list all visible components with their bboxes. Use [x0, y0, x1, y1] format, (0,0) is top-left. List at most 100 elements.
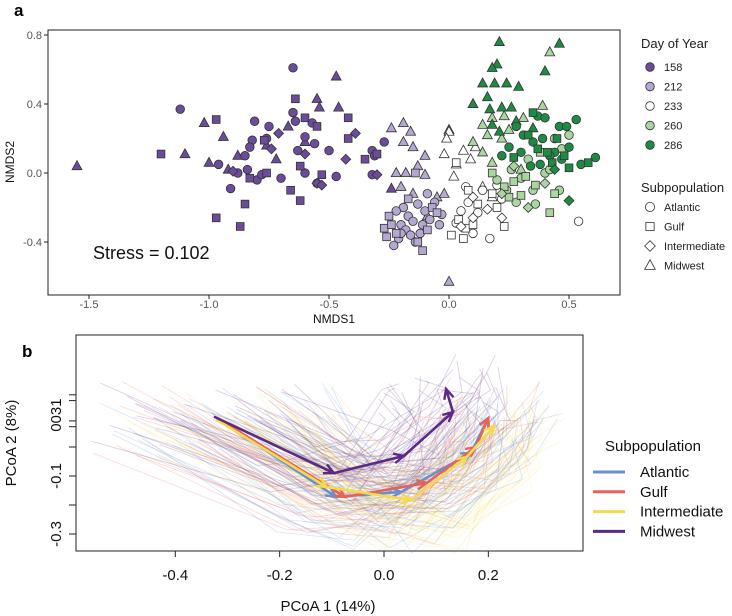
individual-trajectory-atlantic [191, 415, 484, 529]
legend-day-swatch [645, 101, 655, 111]
data-point-day-286 [539, 65, 551, 76]
data-point-day-212 [423, 225, 432, 235]
data-point-day-286 [486, 61, 498, 72]
data-point-day-286 [493, 125, 506, 136]
data-point-day-158 [288, 63, 298, 73]
legend-subpop-label: Gulf [664, 222, 685, 234]
mean-trajectory-gulf [425, 445, 478, 485]
individual-trajectory-midwest [253, 404, 471, 490]
data-point-day-158 [331, 171, 341, 182]
data-point-day-158 [300, 168, 310, 178]
data-point-day-286 [533, 144, 543, 154]
data-point-day-260 [564, 130, 574, 140]
data-point-day-260 [515, 163, 527, 174]
individual-trajectory-midwest [137, 387, 396, 470]
data-point-day-158 [317, 170, 327, 179]
panel-b-ylabel: PCoA 2 (8%) [3, 400, 20, 487]
data-point-day-233 [492, 203, 502, 212]
legend-day-swatch [645, 120, 655, 131]
data-point-day-260 [531, 180, 540, 190]
individual-trajectory-midwest [280, 372, 498, 466]
data-point-day-286 [511, 121, 521, 132]
individual-trajectory-gulf [282, 400, 538, 492]
legend-subpop-label: Midwest [664, 261, 704, 273]
individual-trajectory-atlantic [141, 438, 455, 547]
individual-trajectory-intermediate [301, 389, 541, 482]
individual-trajectory-midwest [152, 376, 421, 472]
legend-label: Midwest [640, 523, 696, 540]
individual-trajectory-atlantic [291, 417, 506, 510]
arrowhead-gulf [479, 415, 491, 430]
individual-trajectory-midwest [100, 382, 400, 464]
data-point-day-158 [259, 135, 269, 145]
individual-trajectory-midwest [155, 407, 421, 479]
legend-label: Gulf [640, 484, 668, 501]
individual-trajectory-atlantic [222, 387, 500, 494]
individual-trajectory-intermediate [278, 458, 533, 541]
data-point-day-158 [245, 173, 255, 183]
data-point-day-260 [508, 160, 520, 172]
legend-day-label: 286 [664, 140, 682, 152]
x-tick-label: 0.0 [441, 299, 456, 311]
legend-subpop-title: Subpopulation [641, 180, 724, 195]
mean-trajectory-midwest [213, 415, 336, 475]
panel-a-axes: -1.5 -1.0 -0.5 0.0 0.5 -0.4 0.0 0.4 0.8 [23, 30, 620, 311]
individual-trajectory-midwest [233, 380, 430, 458]
y-tick-label: -0.4 [23, 237, 42, 249]
individual-trajectory-intermediate [313, 433, 541, 530]
data-point-day-212 [389, 240, 399, 251]
data-point-day-158 [309, 138, 320, 149]
data-point-day-260 [503, 123, 515, 134]
individual-trajectory-midwest [281, 368, 492, 461]
data-point-day-260 [545, 208, 555, 217]
individual-trajectory-intermediate [331, 404, 530, 489]
data-point-day-212 [405, 230, 416, 240]
data-point-day-212 [432, 208, 442, 217]
x-tick-label: 0.5 [561, 299, 576, 311]
mean-trajectory-midwest [444, 387, 455, 414]
data-point-day-286 [488, 77, 501, 88]
panel-a-points [71, 35, 601, 286]
data-point-day-286 [467, 97, 479, 109]
data-point-day-286 [537, 133, 548, 144]
data-point-day-158 [211, 115, 221, 124]
individual-trajectory-gulf [133, 437, 439, 524]
stress-annotation: Stress = 0.102 [93, 243, 210, 263]
data-point-day-158 [276, 173, 286, 183]
individual-trajectory-atlantic [283, 400, 538, 515]
data-point-day-158 [316, 179, 328, 191]
data-point-day-212 [419, 168, 431, 179]
individual-trajectory-intermediate [258, 395, 497, 509]
individual-trajectory-intermediate [191, 411, 478, 521]
mean-trajectory-gulf [343, 481, 429, 499]
individual-trajectory-intermediate [268, 392, 544, 489]
data-point-day-286 [481, 90, 494, 102]
data-point-day-233 [487, 189, 497, 198]
x-tick-label: -0.2 [267, 567, 293, 584]
individual-trajectory-midwest [294, 367, 506, 465]
data-point-day-158 [349, 127, 361, 139]
data-point-day-158 [198, 116, 210, 128]
data-point-day-233 [477, 185, 488, 195]
individual-trajectory-atlantic [154, 417, 425, 539]
data-point-day-260 [536, 99, 549, 110]
data-point-day-286 [493, 35, 506, 46]
y-tick-label: 0.4 [27, 99, 42, 111]
data-point-day-233 [463, 197, 473, 208]
data-point-day-260 [498, 109, 510, 121]
data-point-day-158 [312, 122, 322, 131]
panel-b-label: b [22, 342, 32, 361]
individual-trajectory-atlantic [226, 411, 519, 506]
legend-day-title: Day of Year [641, 36, 709, 51]
data-point-day-286 [525, 161, 536, 171]
individual-trajectory-gulf [154, 426, 474, 532]
individual-trajectory-atlantic [244, 427, 505, 549]
data-point-day-212 [385, 121, 398, 133]
panel-b-individual-trajectories [90, 353, 566, 554]
individual-trajectory-intermediate [234, 418, 503, 517]
data-point-day-158 [291, 94, 300, 104]
data-point-day-286 [549, 164, 561, 176]
data-point-day-233 [448, 170, 460, 181]
individual-trajectory-intermediate [293, 413, 535, 520]
data-point-day-212 [397, 135, 410, 147]
